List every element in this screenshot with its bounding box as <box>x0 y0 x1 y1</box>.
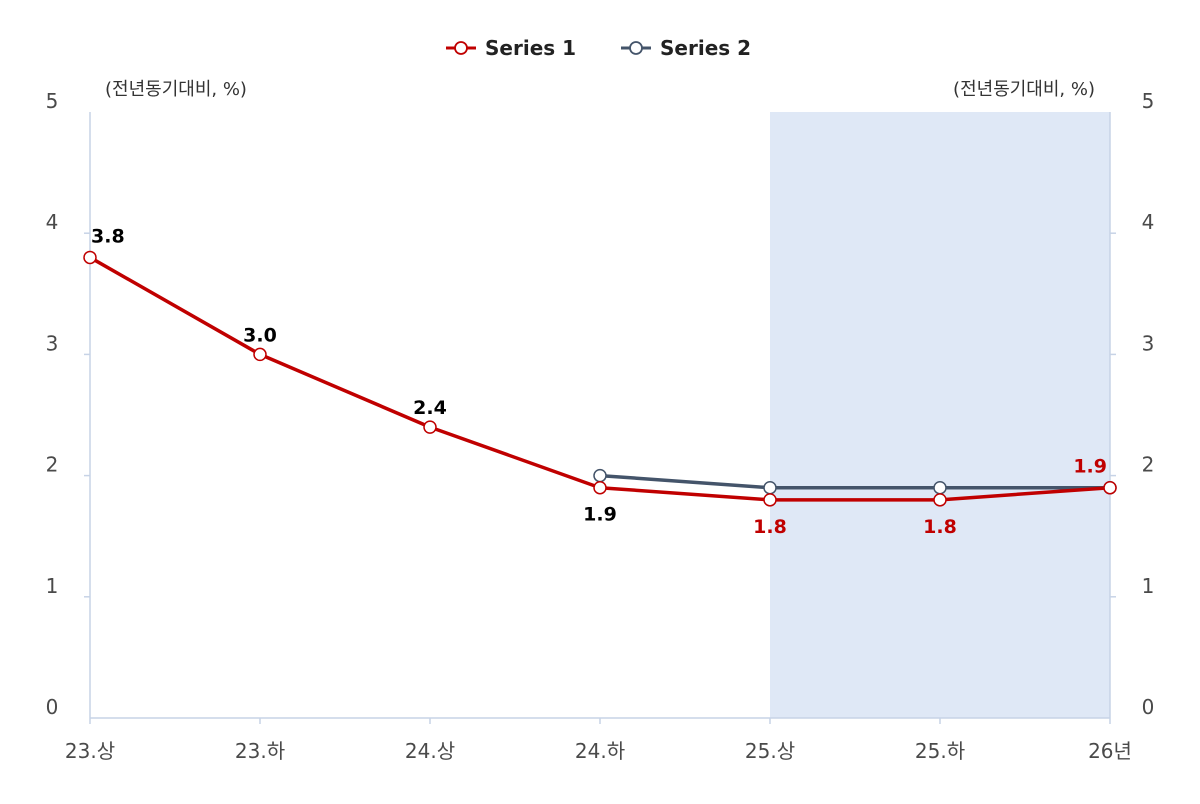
series-1-point <box>423 420 437 434</box>
series-2-point <box>933 480 947 495</box>
legend-item-series-2: Series 2 <box>621 36 751 60</box>
series-1-point <box>593 480 607 495</box>
left-y-tick-label: 1 <box>46 574 59 598</box>
left-y-tick-label: 5 <box>46 89 59 113</box>
axes <box>84 112 1116 724</box>
series-1-data-label: 2.4 <box>413 397 447 419</box>
series-2-line <box>599 473 1110 490</box>
x-tick-label: 24.상 <box>405 739 455 763</box>
right-y-tick-label: 2 <box>1142 453 1155 477</box>
series-1-data-label: 1.8 <box>923 516 957 538</box>
x-tick-label: 25.상 <box>745 739 795 763</box>
x-tick-label: 23.하 <box>235 739 285 763</box>
series-1-point <box>253 347 267 362</box>
right-y-tick-label: 4 <box>1142 210 1155 234</box>
left-y-tick-label: 2 <box>46 453 59 477</box>
left-y-tick-label: 0 <box>46 695 59 719</box>
series-2-point <box>763 480 777 495</box>
series-1-data-label: 1.8 <box>753 516 787 538</box>
series-1-point <box>933 493 947 507</box>
data-labels: 3.8 3.0 2.4 1.9 1.8 1.8 1.9 <box>91 225 1107 537</box>
legend-series-2-label: Series 2 <box>660 36 751 60</box>
x-tick-labels: 23.상 23.하 24.상 24.하 25.상 25.하 26년 <box>65 739 1132 763</box>
x-tick-label: 24.하 <box>575 739 625 763</box>
legend-item-series-1: Series 1 <box>446 36 576 60</box>
left-y-tick-labels: 0 1 2 3 4 5 <box>46 89 59 719</box>
series-2-point <box>593 468 607 483</box>
series-1-point <box>763 493 777 507</box>
legend-series-1-marker-icon <box>454 41 468 55</box>
x-tick-label: 26년 <box>1088 739 1132 763</box>
series-1-data-label: 1.9 <box>583 504 617 526</box>
legend: Series 1 Series 2 <box>446 36 751 60</box>
left-unit-label: (전년동기대비, %) <box>105 79 247 100</box>
left-y-tick-label: 3 <box>46 331 59 355</box>
series-1-data-label: 1.9 <box>1073 456 1107 478</box>
series-layer <box>83 250 1117 507</box>
right-y-tick-label: 0 <box>1142 695 1155 719</box>
series-1-point <box>83 250 97 265</box>
right-y-tick-label: 3 <box>1142 331 1155 355</box>
series-1-data-label: 3.8 <box>91 225 125 247</box>
left-y-tick-label: 4 <box>46 210 59 234</box>
right-y-tick-label: 5 <box>1142 89 1155 113</box>
series-1-point <box>1103 480 1117 495</box>
right-y-tick-label: 1 <box>1142 574 1155 598</box>
series-1-data-label: 3.0 <box>243 324 277 346</box>
forecast-shade-layer <box>770 112 1110 718</box>
legend-series-2-marker-icon <box>629 41 643 55</box>
x-tick-label: 25.하 <box>915 739 965 763</box>
x-tick-label: 23.상 <box>65 739 115 763</box>
right-unit-label: (전년동기대비, %) <box>953 79 1095 100</box>
right-y-tick-labels: 0 1 2 3 4 5 <box>1142 89 1155 719</box>
forecast-shaded-region <box>770 112 1110 718</box>
legend-series-1-label: Series 1 <box>485 36 576 60</box>
